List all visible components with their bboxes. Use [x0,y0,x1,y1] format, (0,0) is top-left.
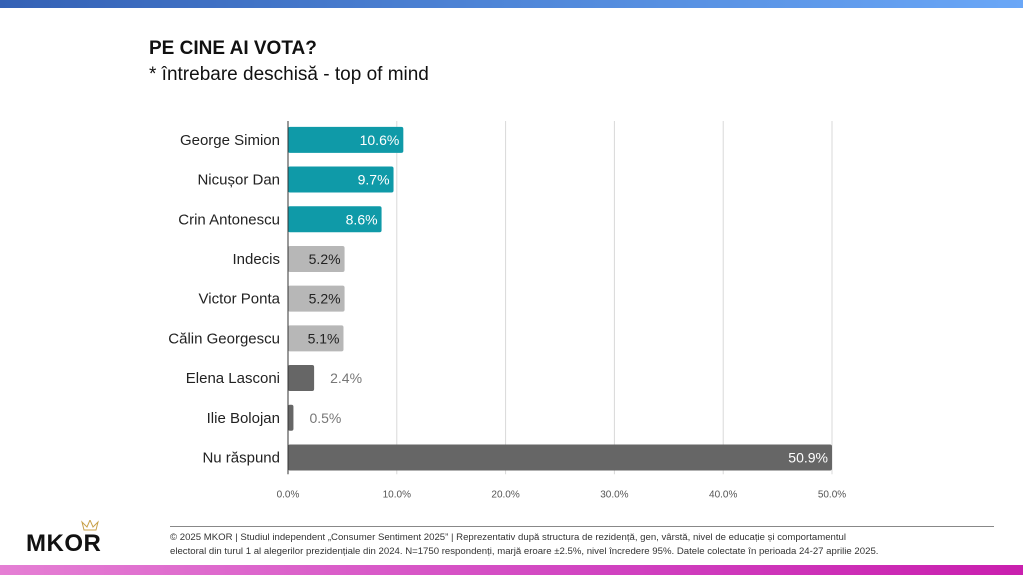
category-label: Nicușor Dan [197,172,280,189]
bar [288,245,345,272]
top-accent-bar [0,0,1023,8]
category-label: Ilie Bolojan [207,410,280,427]
value-label: 5.2% [309,251,341,267]
x-tick-label: 50.0% [818,489,846,500]
value-label: 50.9% [788,449,828,465]
value-label: 0.5% [309,410,341,426]
bar [288,325,344,352]
mkor-logo: MKOR [26,518,126,557]
bar [288,285,345,312]
category-label: Victor Ponta [199,291,281,308]
x-tick-label: 30.0% [600,489,628,500]
value-label: 5.1% [308,330,340,346]
svg-text:MKOR: MKOR [26,530,101,556]
chart-subtitle: * întrebare deschisă - top of mind [149,64,429,85]
footer-line-2: electoral din turul 1 al alegerilor prez… [170,546,879,557]
footer-line-1: © 2025 MKOR | Studiul independent „Consu… [170,532,846,543]
bar-chart: 0.0% 10.0% 20.0% 30.0% 40.0% 50.0% George Simi… [168,121,846,500]
category-label: Crin Antonescu [178,211,280,228]
value-label: 8.6% [346,211,378,227]
crown-icon [81,518,99,531]
value-label: 10.6% [360,132,400,148]
value-label: 2.4% [330,370,362,386]
bar [288,206,382,233]
x-tick-label: 40.0% [709,489,737,500]
bar [288,365,315,392]
category-label: Călin Georgescu [168,330,280,347]
footer-divider [170,526,994,527]
bar [288,404,294,431]
x-tick-label: 10.0% [383,489,411,500]
category-label: Nu răspund [202,449,280,466]
value-label: 9.7% [358,172,390,188]
bar [288,126,404,153]
category-label: Elena Lasconi [186,370,280,387]
category-label: George Simion [180,132,280,149]
x-tick-label: 20.0% [491,489,519,500]
value-label: 5.2% [309,291,341,307]
x-tick-label: 0.0% [277,489,300,500]
bar [288,166,394,193]
chart-title: PE CINE AI VOTA? [149,38,317,59]
category-label: Indecis [232,251,280,268]
footer-note: © 2025 MKOR | Studiul independent „Consu… [170,531,1000,559]
bottom-accent-bar [0,565,1023,575]
bar [288,444,832,471]
